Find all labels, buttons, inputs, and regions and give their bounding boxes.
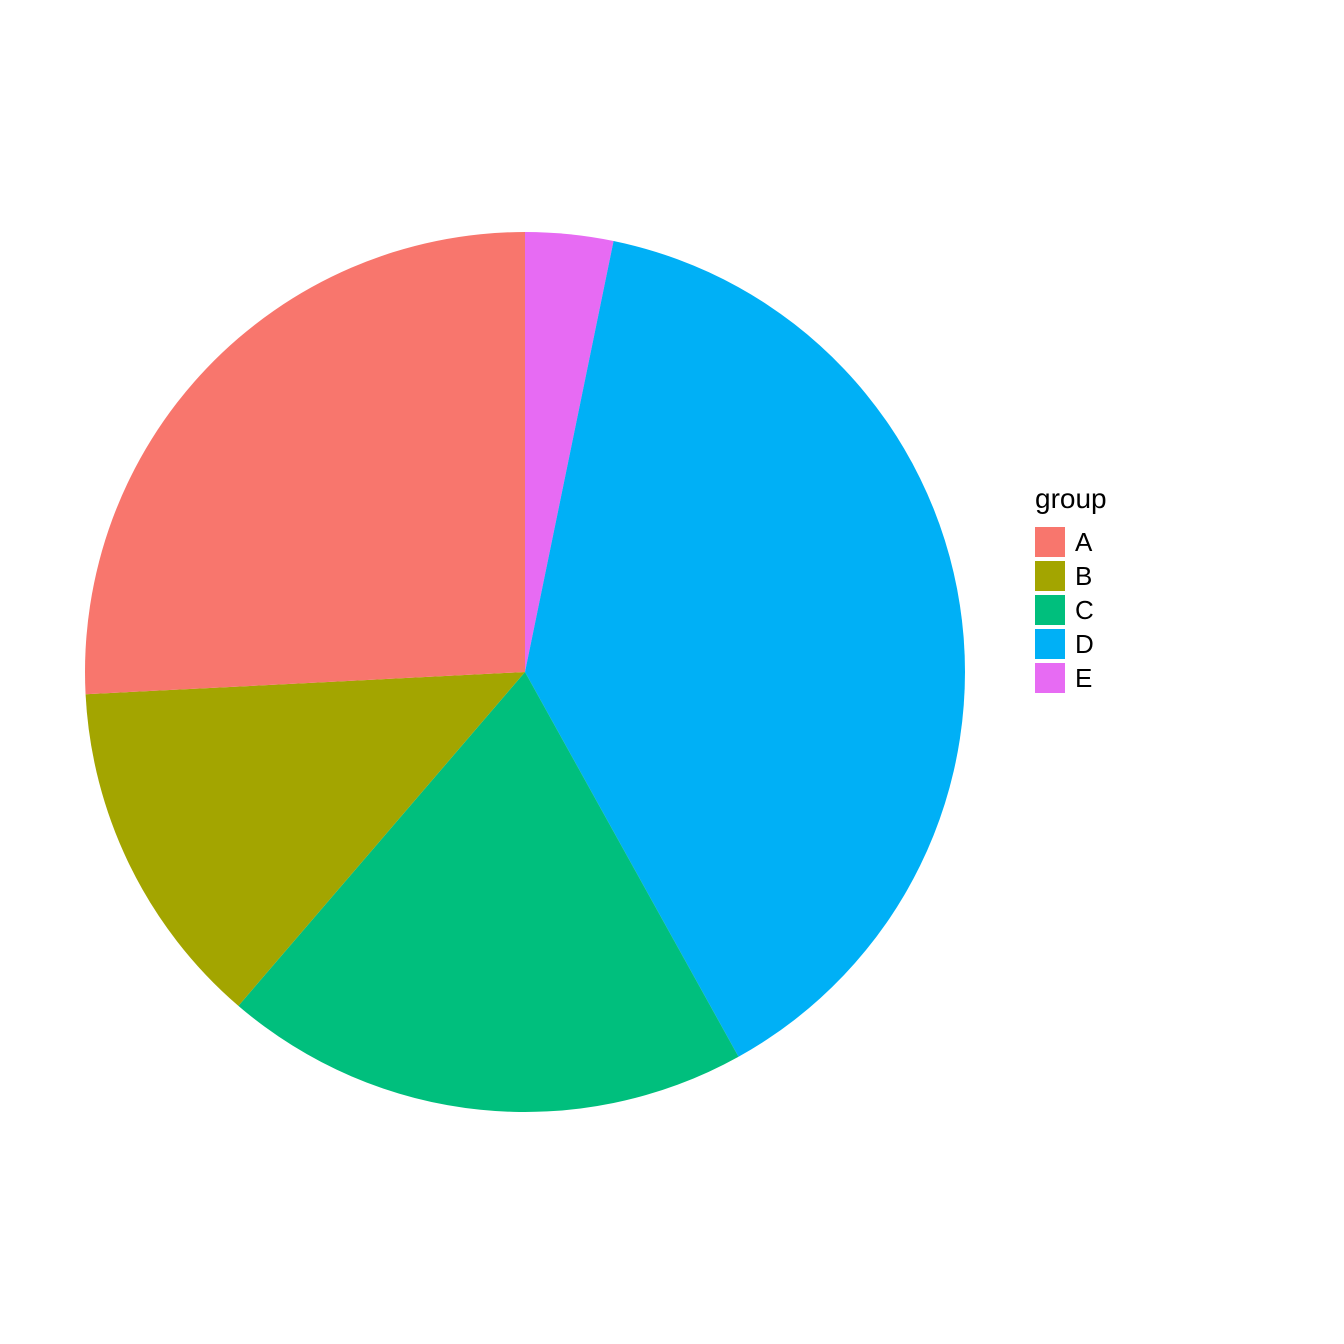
- pie-chart-container: group ABCDE: [0, 0, 1344, 1344]
- legend-items: ABCDE: [1035, 525, 1107, 695]
- legend-item-D: D: [1035, 627, 1107, 661]
- legend-swatch-C: [1035, 595, 1065, 625]
- legend-swatch-E: [1035, 663, 1065, 693]
- legend-item-A: A: [1035, 525, 1107, 559]
- legend-title: group: [1035, 483, 1107, 515]
- legend-item-B: B: [1035, 559, 1107, 593]
- legend-item-C: C: [1035, 593, 1107, 627]
- legend-label-B: B: [1075, 561, 1092, 592]
- legend-item-E: E: [1035, 661, 1107, 695]
- legend-label-E: E: [1075, 663, 1092, 694]
- legend-label-D: D: [1075, 629, 1094, 660]
- legend-label-C: C: [1075, 595, 1094, 626]
- legend-swatch-A: [1035, 527, 1065, 557]
- pie-slice-A: [85, 232, 525, 694]
- legend: group ABCDE: [1035, 483, 1107, 695]
- legend-swatch-D: [1035, 629, 1065, 659]
- pie-chart: [0, 0, 1344, 1344]
- legend-label-A: A: [1075, 527, 1092, 558]
- legend-swatch-B: [1035, 561, 1065, 591]
